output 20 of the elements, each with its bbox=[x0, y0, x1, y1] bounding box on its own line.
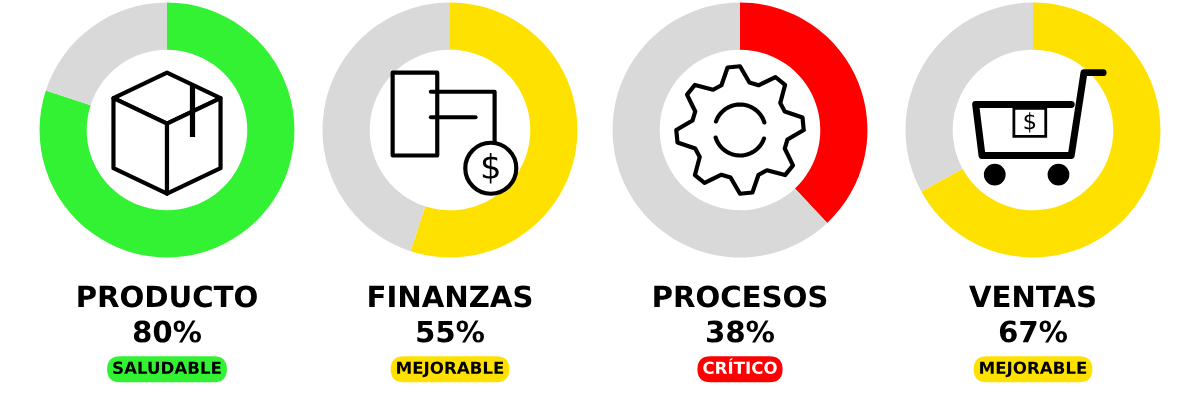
text: MEJORABLE bbox=[980, 361, 1087, 378]
donut-slice bbox=[921, 2, 1161, 258]
text: VENTAS bbox=[969, 285, 1095, 308]
text: CRÍTICO bbox=[703, 358, 777, 375]
text: 67% bbox=[999, 320, 1067, 343]
text: MEJORABLE bbox=[397, 361, 504, 378]
donut-slice bbox=[612, 2, 828, 258]
donut-slice bbox=[322, 2, 450, 252]
donut-slice bbox=[740, 2, 868, 223]
donut-slice bbox=[905, 2, 1033, 192]
donut-slice bbox=[410, 2, 578, 258]
donut-slice bbox=[39, 2, 295, 258]
text: 38% bbox=[707, 320, 774, 343]
text: 55% bbox=[417, 320, 484, 343]
text: SALUDABLE bbox=[113, 361, 221, 375]
text: 80% bbox=[133, 320, 201, 343]
donut-slice bbox=[45, 2, 167, 106]
text: FINANZAS bbox=[369, 285, 532, 308]
text: PRODUCTO bbox=[78, 285, 257, 308]
text: PROCESOS bbox=[654, 285, 827, 308]
